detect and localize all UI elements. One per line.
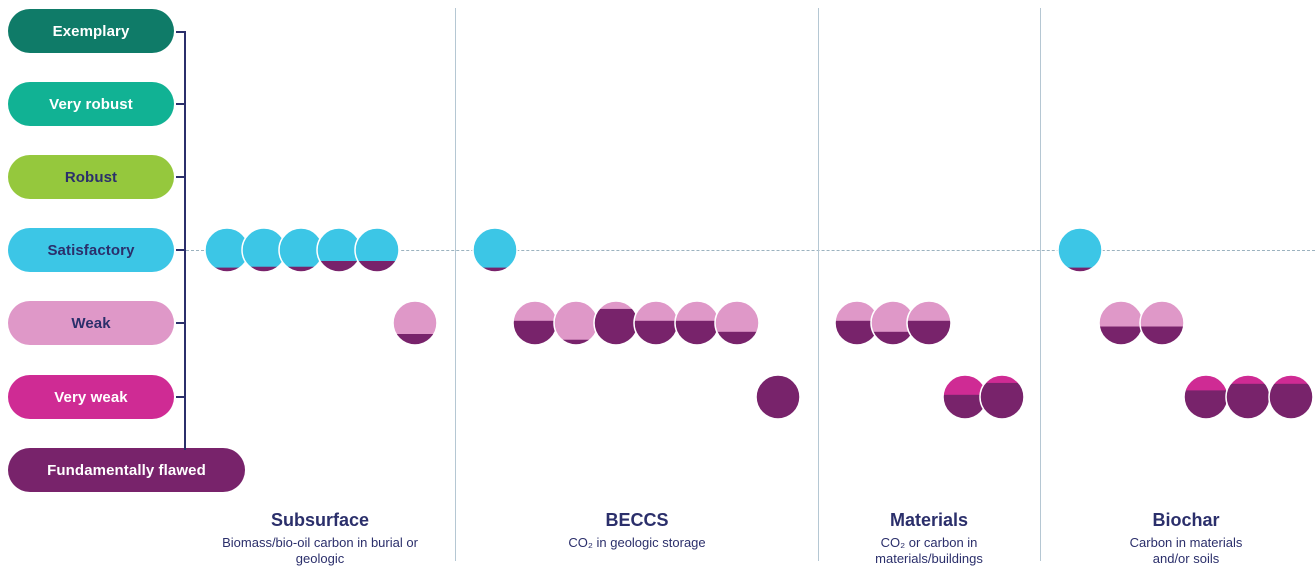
y-axis-line — [184, 32, 186, 450]
rating-dot-outline — [392, 300, 438, 346]
group-title-subsurface: Subsurface — [270, 510, 370, 530]
y-axis-tick — [176, 176, 186, 178]
level-label-exemplary: Exemplary — [8, 9, 174, 53]
satisfactory-reference-line — [186, 250, 1315, 251]
group-subtitle-materials: CO₂ or carbon in materials/buildings — [875, 535, 983, 566]
rating-dot-beccs-2 — [513, 301, 557, 345]
level-label-robust: Robust — [8, 155, 174, 199]
rating-dot-biochar-1 — [1058, 228, 1102, 272]
level-label-very-robust: Very robust — [8, 82, 174, 126]
rating-dot-beccs-3 — [554, 301, 598, 345]
rating-dot-subsurface-4 — [317, 228, 361, 272]
rating-dot-biochar-3 — [1140, 301, 1184, 345]
y-axis-tick — [176, 31, 186, 33]
rating-dot-beccs-5 — [634, 301, 678, 345]
rating-dot-subsurface-6 — [393, 301, 437, 345]
rating-dot-outline — [979, 374, 1025, 420]
group-title-beccs: BECCS — [605, 510, 669, 530]
rating-dot-outline — [1057, 227, 1103, 273]
rating-dot-outline — [1268, 374, 1314, 420]
rating-dot-outline — [714, 300, 760, 346]
y-axis-tick — [176, 103, 186, 105]
y-axis-tick — [176, 396, 186, 398]
rating-dot-beccs-8 — [756, 375, 800, 419]
level-label-satisfactory: Satisfactory — [8, 228, 174, 272]
group-separator — [455, 8, 456, 561]
y-axis-tick — [176, 322, 186, 324]
y-axis-tick — [176, 249, 186, 251]
group-subtitle-biochar: Carbon in materials and/or soils — [1129, 535, 1243, 566]
level-label-weak: Weak — [8, 301, 174, 345]
rating-dot-beccs-1 — [473, 228, 517, 272]
rating-dot-outline — [755, 374, 801, 420]
rating-dot-subsurface-3 — [279, 228, 323, 272]
rating-dot-subsurface-5 — [355, 228, 399, 272]
level-label-fundamentally-flawed: Fundamentally flawed — [8, 448, 245, 492]
group-separator — [1040, 8, 1041, 561]
rating-dot-outline — [472, 227, 518, 273]
group-subtitle-beccs: CO₂ in geologic storage — [568, 535, 706, 550]
rating-dot-outline — [1139, 300, 1185, 346]
group-title-biochar: Biochar — [1152, 510, 1220, 530]
group-title-materials: Materials — [889, 510, 969, 530]
rating-dot-outline — [354, 227, 400, 273]
group-subtitle-subsurface: Biomass/bio-oil carbon in burial or geol… — [222, 535, 418, 566]
rating-dot-outline — [906, 300, 952, 346]
group-separator — [818, 8, 819, 561]
level-label-very-weak: Very weak — [8, 375, 174, 419]
rating-dot-biochar-2 — [1099, 301, 1143, 345]
